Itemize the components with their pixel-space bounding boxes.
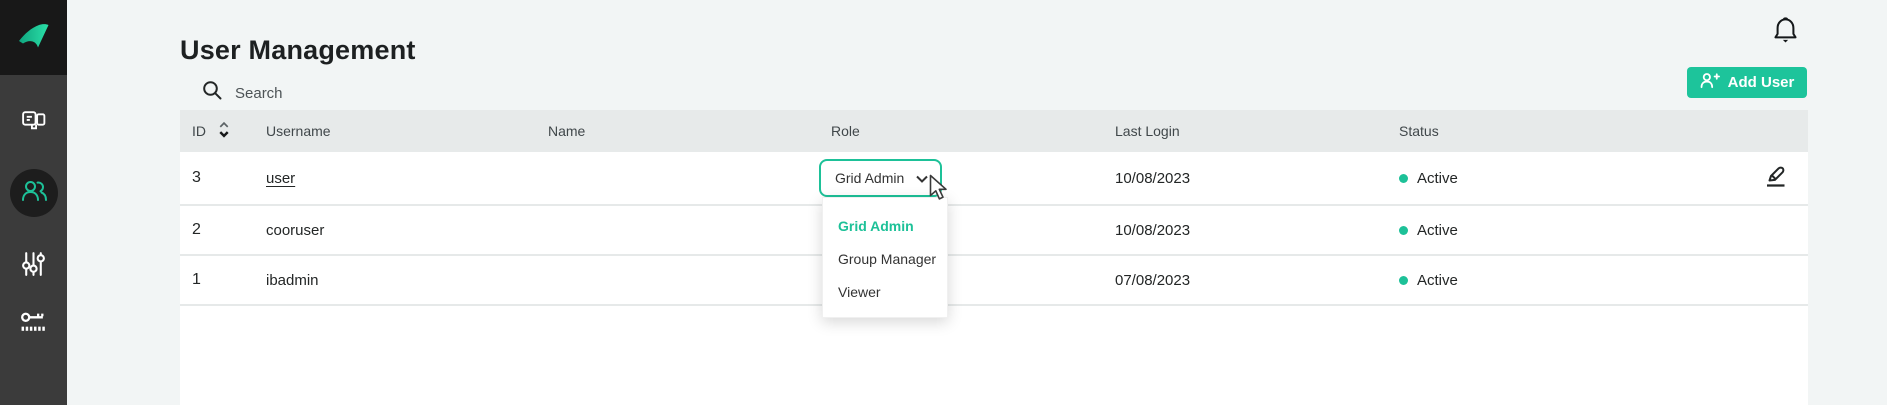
cell-last-login: 10/08/2023 [1115, 169, 1191, 187]
sort-icon[interactable] [218, 121, 230, 141]
column-header-role[interactable]: Role [831, 123, 860, 139]
search-input[interactable] [233, 83, 657, 103]
role-option-grid-admin[interactable]: Grid Admin [838, 218, 914, 234]
chevron-down-icon [916, 170, 928, 186]
bell-icon [1772, 17, 1799, 48]
status-dot [1399, 275, 1408, 285]
key-icon [20, 312, 47, 338]
table-row: 1 ibadmin 07/08/2023 Active [180, 256, 1808, 306]
sidebar-item-users[interactable] [0, 169, 67, 217]
sidebar [0, 0, 67, 405]
cell-id: 1 [192, 271, 201, 288]
table-row: 3 user Grid Admin 10/08/2023 Active [180, 152, 1808, 206]
active-nav-highlight [9, 169, 58, 217]
cell-last-login: 07/08/2023 [1115, 271, 1191, 289]
status-badge: Active [1399, 272, 1458, 289]
edit-user-button[interactable] [1763, 163, 1789, 193]
logo-icon [16, 20, 52, 55]
edit-icon [1763, 166, 1789, 193]
column-header-status[interactable]: Status [1399, 123, 1439, 139]
status-dot [1399, 225, 1408, 235]
cell-last-login: 10/08/2023 [1115, 221, 1191, 239]
table-header-row: ID Username Name Role Last Login Status [180, 110, 1808, 152]
username-link[interactable]: cooruser [266, 221, 325, 239]
cell-id: 2 [192, 221, 201, 238]
column-header-name[interactable]: Name [548, 123, 586, 139]
search-bar [202, 80, 657, 106]
users-table: ID Username Name Role Last Login Status … [180, 110, 1808, 405]
sliders-icon [21, 250, 46, 282]
role-option-group-manager[interactable]: Group Manager [838, 251, 937, 267]
column-header-id[interactable]: ID [180, 121, 266, 141]
sidebar-item-devices[interactable] [0, 108, 67, 138]
devices-icon [20, 108, 48, 138]
add-user-icon [1700, 72, 1720, 93]
column-header-last-login[interactable]: Last Login [1115, 123, 1180, 139]
notifications-button[interactable] [1772, 15, 1799, 48]
table-row: 2 cooruser 10/08/2023 Active [180, 206, 1808, 256]
column-header-username[interactable]: Username [266, 123, 331, 139]
search-icon [202, 80, 223, 106]
username-link[interactable]: user [266, 169, 296, 187]
status-badge: Active [1399, 170, 1458, 187]
status-dot [1399, 173, 1408, 183]
username-link[interactable]: ibadmin [266, 271, 319, 289]
role-select[interactable]: Grid Admin [819, 159, 942, 197]
role-option-viewer[interactable]: Viewer [838, 284, 881, 300]
cell-id: 3 [192, 169, 201, 186]
page-title: User Management [180, 35, 416, 66]
role-dropdown-menu: Grid Admin Group Manager Viewer [822, 197, 948, 318]
status-badge: Active [1399, 222, 1458, 239]
users-icon [20, 179, 48, 207]
logo[interactable] [0, 0, 67, 75]
add-user-label: Add User [1727, 74, 1795, 91]
add-user-button[interactable]: Add User [1687, 67, 1807, 98]
sidebar-item-settings[interactable] [0, 250, 67, 282]
sidebar-item-keys[interactable] [0, 312, 67, 338]
